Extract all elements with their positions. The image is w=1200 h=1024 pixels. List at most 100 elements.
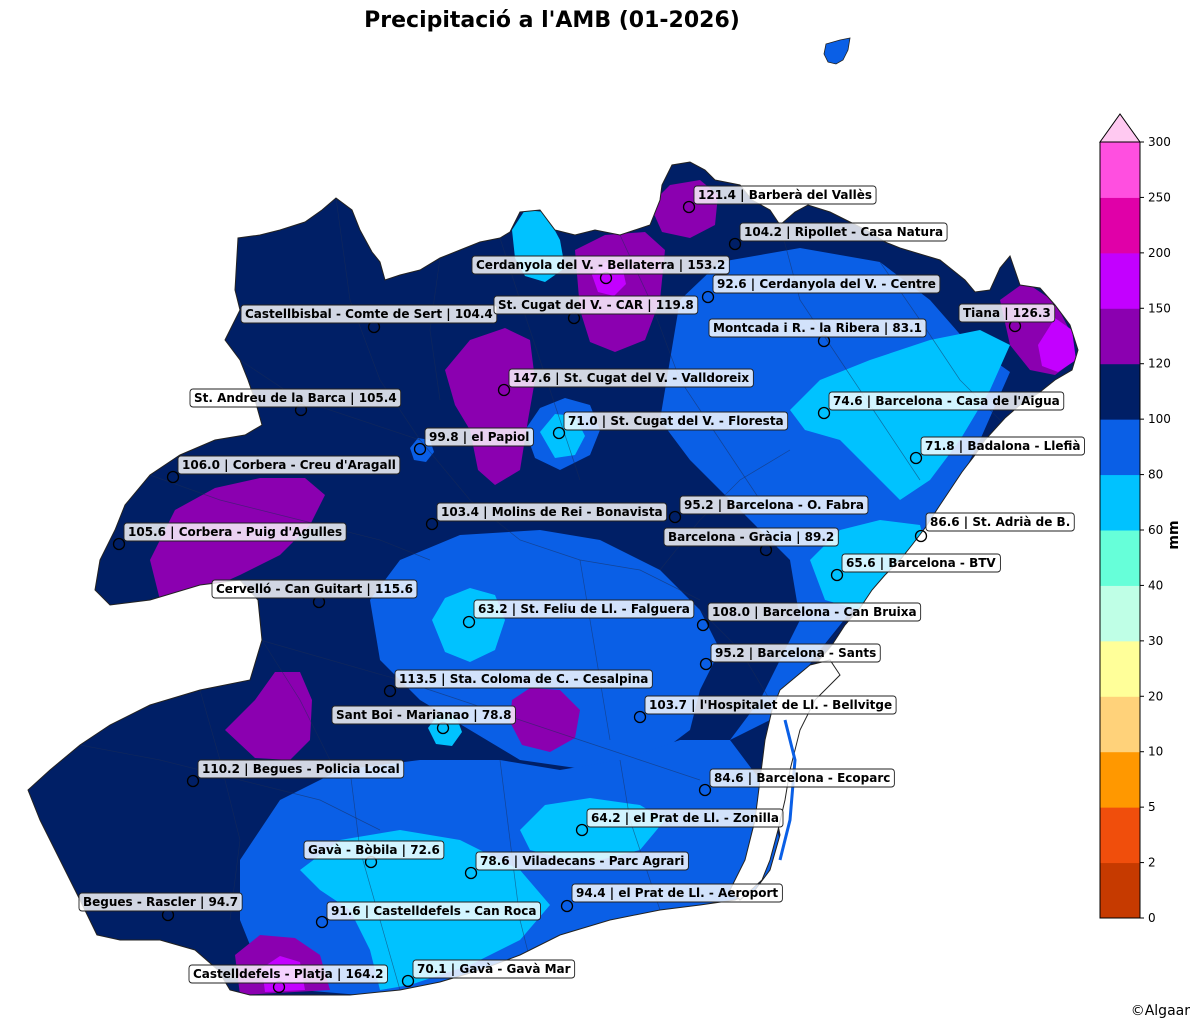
station-marker [413, 442, 427, 456]
station-13: 99.8 | el Papiol [413, 427, 534, 456]
station-3: Cerdanyola del V. - Bellaterra | 153.2 [471, 255, 730, 285]
station-layer: 121.4 | Barberà del Vallès 104.2 | Ripoll… [78, 185, 1085, 994]
map-title: Precipitació a l'AMB (01-2026) [364, 8, 740, 33]
station-2: 104.2 | Ripollet - Casa Natura [728, 222, 948, 251]
station-label: 71.8 | Badalona - Llefià [925, 439, 1081, 453]
station-8: Montcada i R. - la Ribera | 83.1 [708, 318, 927, 348]
station-label: St. Andreu de la Barca | 105.4 [194, 391, 397, 405]
colorbar-tick-label: 120 [1148, 357, 1171, 371]
station-label-box [424, 427, 534, 447]
station-label-box [412, 959, 576, 979]
station-15: 106.0 | Corbera - Creu d'Aragall [166, 455, 401, 484]
colorbar-unit: mm [1166, 520, 1182, 549]
station-marker [701, 290, 715, 304]
station-label: Castellbisbal - Comte de Sert | 104.4 [245, 307, 493, 321]
credit-text: ©Algaar [1131, 1003, 1191, 1019]
colorbar-tick-label: 100 [1148, 412, 1171, 426]
station-marker [699, 657, 713, 671]
station-label-box [508, 368, 754, 388]
station-label: 84.6 | Barcelona - Ecoparc [714, 771, 890, 785]
station-label: Sant Boi - Marianao | 78.8 [336, 708, 511, 722]
station-label: 104.2 | Ripollet - Casa Natura [744, 225, 943, 239]
station-marker [682, 200, 696, 214]
colorbar-tick-label: 5 [1148, 800, 1156, 814]
station-21: 65.6 | Barcelona - BTV [830, 553, 1001, 582]
station-label-box [958, 303, 1056, 323]
station-marker [315, 915, 329, 929]
station-label: 78.6 | Viladecans - Parc Agrari [480, 854, 684, 868]
station-label-box [331, 705, 516, 725]
zone-150-200-tiana [1038, 318, 1076, 372]
station-marker [552, 426, 566, 440]
station-marker [633, 710, 647, 724]
station-label: 147.6 | St. Cugat del V. - Valldoreix [513, 371, 749, 385]
station-label: 105.6 | Corbera - Puig d'Agulles [128, 525, 342, 539]
station-label: Begues - Rascler | 94.7 [83, 895, 238, 909]
station-label-box [707, 602, 922, 622]
station-33: 78.6 | Viladecans - Parc Agrari [464, 851, 689, 880]
station-11: 74.6 | Barcelona - Casa de l'Aigua [817, 391, 1065, 420]
station-label-box [586, 808, 784, 828]
station-marker [914, 529, 928, 543]
station-23: 63.2 | St. Feliu de Ll. - Falguera [462, 599, 695, 629]
station-1: 121.4 | Barberà del Vallès [682, 185, 877, 214]
station-label-box [571, 883, 783, 903]
colorbar-extend-arrow [1099, 113, 1141, 143]
station-label-box [841, 553, 1001, 573]
station-label-box [177, 455, 401, 475]
station-label-box [436, 502, 668, 522]
station-label-box [679, 495, 869, 515]
station-label-box [663, 527, 839, 547]
station-label-box [303, 840, 445, 860]
colorbar-segment [1100, 252, 1140, 309]
station-marker [728, 237, 742, 251]
station-5: Castellbisbal - Comte de Sert | 104.4 [240, 304, 498, 334]
station-label-box [78, 892, 243, 912]
colorbar-tick-label: 60 [1148, 523, 1163, 537]
station-marker [668, 510, 682, 524]
station-22: Cervelló - Can Guitart | 115.6 [211, 579, 418, 609]
station-marker [464, 866, 478, 880]
station-label: 91.6 | Castelldefels - Can Roca [331, 904, 537, 918]
station-label: 74.6 | Barcelona - Casa de l'Aigua [833, 394, 1060, 408]
colorbar-tick-label: 10 [1148, 745, 1163, 759]
station-marker [425, 517, 439, 531]
colorbar-tick-label: 80 [1148, 468, 1163, 482]
station-label-box [828, 391, 1065, 411]
station-38: Castelldefels - Platja | 164.2 [188, 964, 388, 994]
station-27: Sant Boi - Marianao | 78.8 [331, 705, 516, 735]
station-label: 95.2 | Barcelona - Sants [715, 646, 876, 660]
station-label: 108.0 | Barcelona - Can Bruixa [712, 605, 917, 619]
station-label: Gavà - Bòbila | 72.6 [308, 843, 440, 857]
station-label: 99.8 | el Papiol [429, 430, 529, 444]
station-label: 65.6 | Barcelona - BTV [846, 556, 996, 570]
station-marker [383, 684, 397, 698]
colorbar-tick-label: 200 [1148, 246, 1171, 260]
colorbar-segment [1100, 862, 1140, 919]
station-marker [401, 974, 415, 988]
station-label-box [709, 768, 895, 788]
station-label-box [326, 901, 541, 921]
station-label-box [123, 522, 347, 542]
station-29: 110.2 | Begues - Policia Local [186, 759, 405, 788]
station-marker [497, 383, 511, 397]
colorbar-segment [1100, 807, 1140, 864]
station-24: 108.0 | Barcelona - Can Bruixa [696, 602, 922, 632]
station-label-box [188, 964, 388, 984]
station-4: 92.6 | Cerdanyola del V. - Centre [701, 274, 941, 304]
station-7: Tiana | 126.3 [958, 303, 1056, 333]
station-label-box [739, 222, 948, 242]
station-marker [560, 899, 574, 913]
station-marker [166, 470, 180, 484]
station-label: Cerdanyola del V. - Bellaterra | 153.2 [476, 258, 725, 272]
zone-120-150-cesalpina [510, 688, 580, 752]
station-label: Tiana | 126.3 [963, 306, 1051, 320]
station-label: 92.6 | Cerdanyola del V. - Centre [717, 277, 936, 291]
station-label: 121.4 | Barberà del Vallès [698, 188, 872, 202]
station-36: 91.6 | Castelldefels - Can Roca [315, 901, 541, 929]
colorbar-segment [1100, 640, 1140, 697]
colorbar-segment [1100, 197, 1140, 254]
colorbar-segment [1100, 419, 1140, 476]
station-label-box [925, 512, 1075, 532]
colorbar-tick-label: 0 [1148, 911, 1156, 925]
